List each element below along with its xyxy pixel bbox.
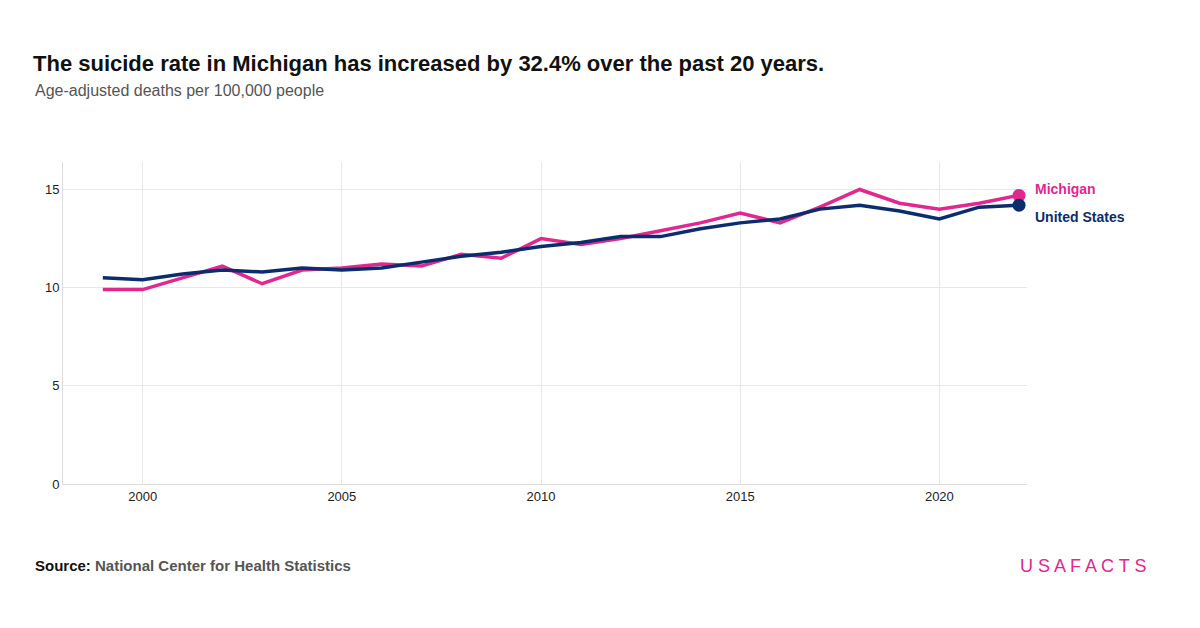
svg-text:Age-adjusted deaths per 100,00: Age-adjusted deaths per 100,000 people [35,82,324,99]
svg-text:U S A F A C T S: U S A F A C T S [1020,556,1146,576]
svg-text:2015: 2015 [726,489,755,504]
svg-text:10: 10 [45,280,59,295]
svg-text:The suicide rate in Michigan h: The suicide rate in Michigan has increas… [33,51,824,76]
svg-text:Source: National Center for He: Source: National Center for Health Stati… [35,557,351,574]
svg-text:Michigan: Michigan [1035,181,1096,197]
svg-text:2005: 2005 [327,489,356,504]
svg-text:5: 5 [52,378,59,393]
svg-text:2000: 2000 [128,489,157,504]
svg-text:15: 15 [45,182,59,197]
svg-text:United States: United States [1035,209,1125,225]
svg-text:0: 0 [52,477,59,492]
svg-text:2010: 2010 [527,489,556,504]
svg-text:2020: 2020 [925,489,954,504]
